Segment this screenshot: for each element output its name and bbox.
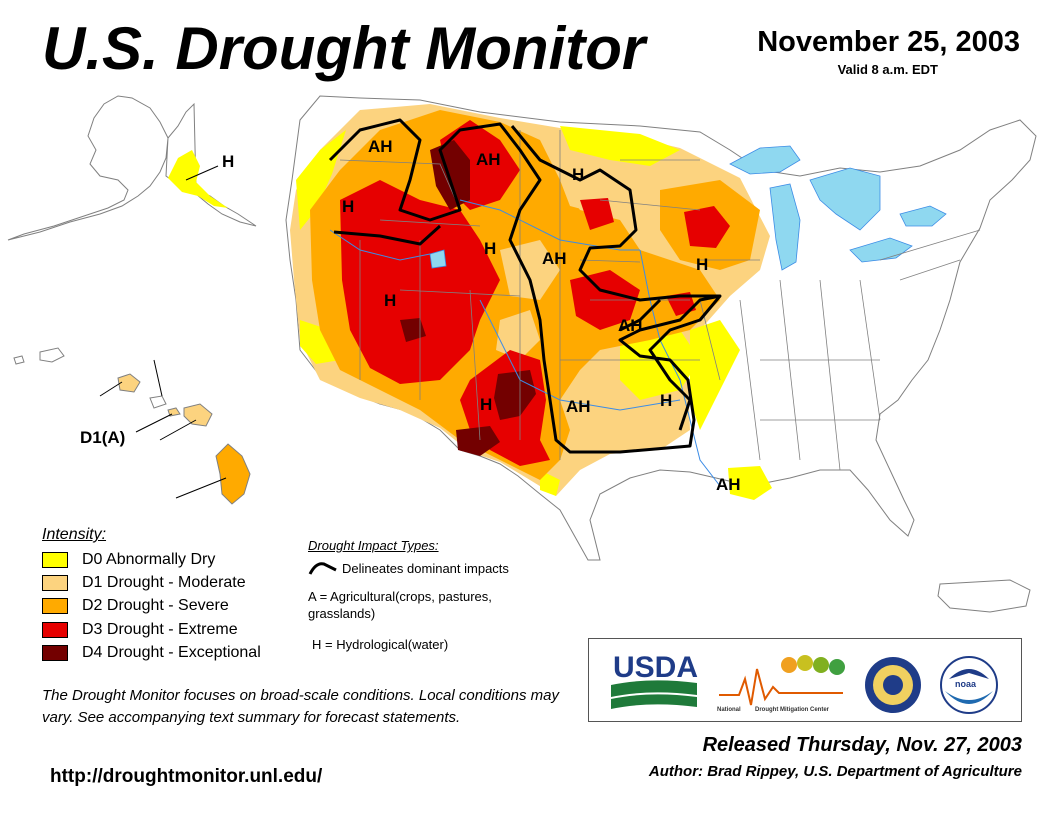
map-label: H — [660, 391, 672, 410]
legend-item-d3: D3 Drought - Extreme — [42, 620, 238, 640]
map-label: AH — [618, 316, 643, 335]
legend-label: D2 Drought - Severe — [82, 597, 229, 614]
map-label: AH — [716, 475, 741, 494]
impact-hydrological-text: H = Hydrological(water) — [312, 637, 449, 652]
map-label: H — [222, 152, 234, 171]
author-credit: Author: Brad Rippey, U.S. Department of … — [648, 763, 1022, 780]
legend-item-d1: D1 Drought - Moderate — [42, 573, 246, 593]
map-label: AH — [368, 137, 393, 156]
commerce-seal-icon — [865, 657, 921, 713]
hawaii-map — [13, 347, 251, 505]
impact-delineates-text: Delineates dominant impacts — [342, 561, 509, 576]
noaa-logo: noaa — [940, 656, 998, 714]
map-label: H — [696, 255, 708, 274]
legend-title: Intensity: — [42, 526, 107, 543]
impact-types-title: Drought Impact Types: — [308, 538, 439, 553]
usda-text: USDA — [613, 651, 698, 684]
legend-label: D1 Drought - Moderate — [82, 574, 246, 591]
ndmc-text: Drought Mitigation Center — [755, 707, 830, 713]
legend-swatch — [42, 645, 68, 661]
impact-agricultural-text: A = Agricultural(crops, pastures, grassl… — [308, 589, 492, 621]
release-date: Released Thursday, Nov. 27, 2003 — [702, 734, 1022, 756]
legend-label: D0 Abnormally Dry — [82, 551, 216, 568]
legend-item-d0: D0 Abnormally Dry — [42, 550, 215, 570]
map-date: November 25, 2003 — [757, 26, 1020, 58]
valid-time: Valid 8 a.m. EDT — [837, 62, 938, 77]
legend-swatch — [42, 552, 68, 568]
map-label: H — [480, 395, 492, 414]
map-label: H — [484, 239, 496, 258]
impact-boundaries — [328, 118, 722, 454]
legend-label: D4 Drought - Exceptional — [82, 644, 261, 661]
legend-item-d4: D4 Drought - Exceptional — [42, 643, 261, 663]
map-labels: AH AH H H H AH H H AH H AH H AH H — [222, 137, 741, 494]
map-label: AH — [542, 249, 567, 268]
map-label: H — [572, 165, 584, 184]
hawaii-label: D1(A) — [80, 428, 126, 447]
map-label: AH — [566, 397, 591, 416]
legend-label: D3 Drought - Extreme — [82, 621, 238, 638]
legend-swatch — [42, 622, 68, 638]
noaa-text: noaa — [955, 679, 977, 689]
disclaimer-note: The Drought Monitor focuses on broad-sca… — [42, 687, 559, 726]
logo-strip: USDA National Drought Mitigation Center … — [611, 651, 998, 714]
page-title: U.S. Drought Monitor — [42, 15, 646, 82]
website-url[interactable]: http://droughtmonitor.unl.edu/ — [50, 766, 323, 787]
map-label: AH — [476, 150, 501, 169]
ndmc-logo: National Drought Mitigation Center — [717, 655, 845, 713]
d4-regions — [400, 140, 536, 456]
legend-item-d2: D2 Drought - Severe — [42, 596, 229, 616]
legend-swatch — [42, 598, 68, 614]
puerto-rico-map — [937, 579, 1031, 613]
impact-line-icon — [308, 562, 337, 575]
legend-swatch — [42, 575, 68, 591]
alaska-map — [7, 95, 257, 241]
map-label: H — [384, 291, 396, 310]
great-lakes — [429, 145, 947, 271]
sponsor-logos: USDA National Drought Mitigation Center … — [588, 638, 1022, 722]
ndmc-text: National — [717, 707, 741, 713]
usda-logo: USDA — [611, 651, 698, 709]
map-label: H — [342, 197, 354, 216]
